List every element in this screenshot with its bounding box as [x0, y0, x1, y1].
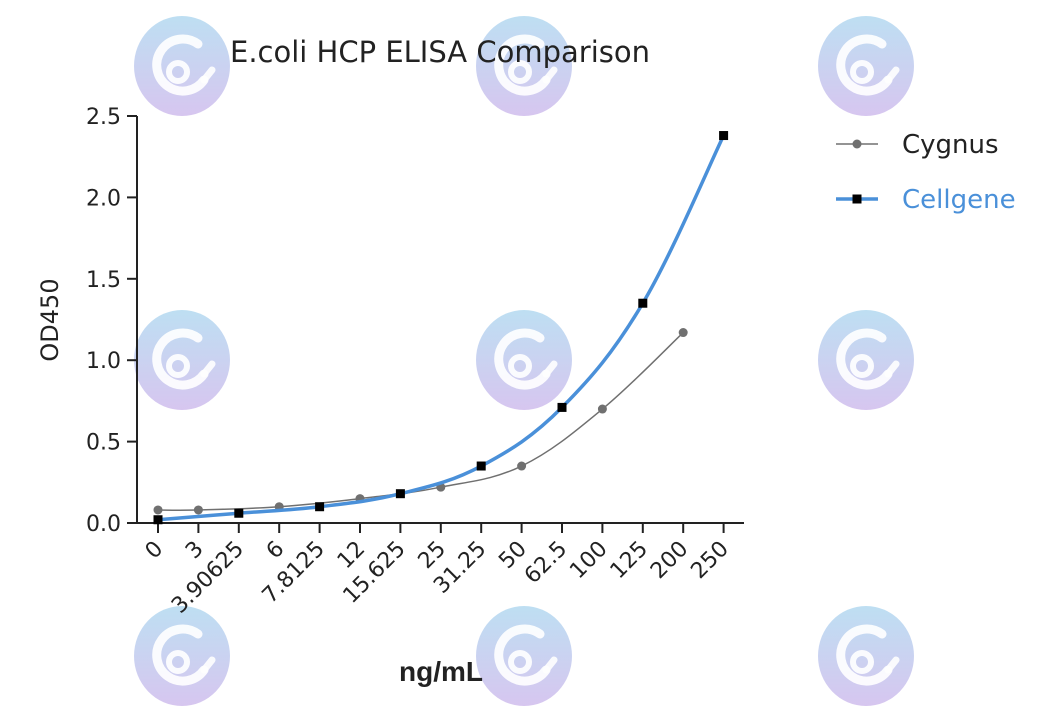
watermark-logo-icon — [134, 310, 230, 410]
x-tick-label: 3.90625 — [167, 537, 249, 619]
watermark-logo-icon — [134, 16, 230, 116]
series-layer — [153, 131, 729, 525]
watermark-logo-icon — [818, 606, 914, 706]
series-cellgene — [153, 131, 729, 525]
data-point-cygnus — [153, 505, 163, 515]
data-point-cygnus — [597, 404, 607, 414]
x-tick: 7.8125 — [258, 523, 330, 609]
x-tick: 200 — [646, 523, 693, 584]
y-ticks: 0.0 0.5 1.0 1.5 2.0 2.5 — [86, 105, 137, 537]
x-tick-label: 0 — [141, 537, 169, 565]
chart-title: E.coli HCP ELISA Comparison — [230, 35, 650, 69]
data-point-cellgene — [476, 461, 486, 471]
x-tick-label: 62.5 — [520, 537, 572, 589]
x-tick: 3.90625 — [167, 523, 249, 619]
x-tick-label: 3 — [181, 537, 209, 565]
legend-item-cellgene: Cellgene — [836, 185, 1016, 215]
legend: Cygnus Cellgene — [836, 130, 1016, 215]
data-point-cygnus — [193, 505, 203, 515]
data-point-cellgene — [234, 508, 244, 518]
x-tick: 0 — [141, 523, 169, 565]
data-point-cellgene — [395, 489, 405, 499]
x-tick-label: 100 — [565, 537, 612, 584]
y-tick: 1.0 — [86, 349, 137, 374]
x-tick-label: 250 — [686, 537, 733, 584]
watermark-logo-icon — [818, 16, 914, 116]
x-tick: 125 — [606, 523, 653, 584]
y-tick: 0.0 — [86, 512, 137, 537]
y-tick-label: 1.5 — [86, 268, 121, 293]
series-line-cellgene — [157, 134, 726, 522]
legend-marker-circle — [852, 139, 862, 149]
x-tick-label: 200 — [646, 537, 693, 584]
y-tick-label: 2.5 — [86, 105, 121, 130]
y-tick: 2.0 — [86, 186, 137, 211]
legend-marker-square — [852, 194, 862, 204]
data-point-cellgene — [719, 131, 729, 141]
watermark-logo-icon — [476, 606, 572, 706]
data-point-cellgene — [557, 402, 567, 412]
x-tick-label: 6 — [262, 537, 290, 565]
x-tick-label: 125 — [606, 537, 653, 584]
data-point-cellgene — [638, 298, 648, 308]
legend-label: Cygnus — [902, 130, 999, 160]
data-point-cellgene — [315, 502, 325, 512]
y-tick-label: 0.0 — [86, 512, 121, 537]
y-tick-label: 0.5 — [86, 431, 121, 456]
x-tick: 6 — [262, 523, 290, 565]
y-tick-label: 2.0 — [86, 186, 121, 211]
watermark-layer — [134, 16, 914, 706]
y-axis-label: OD450 — [36, 278, 64, 361]
data-point-cellgene — [153, 515, 163, 525]
x-tick: 3 — [181, 523, 209, 564]
y-tick-label: 1.0 — [86, 349, 121, 374]
watermark-logo-icon — [476, 310, 572, 410]
data-point-cygnus — [517, 461, 527, 471]
x-axis-label: ng/mL — [399, 656, 483, 687]
y-tick: 1.5 — [86, 268, 137, 293]
x-tick: 250 — [686, 523, 734, 584]
y-tick: 2.5 — [86, 105, 137, 130]
data-point-cygnus — [678, 328, 688, 338]
y-tick: 0.5 — [86, 431, 137, 456]
legend-item-cygnus: Cygnus — [836, 130, 999, 160]
watermark-logo-icon — [818, 310, 914, 410]
legend-label: Cellgene — [902, 185, 1016, 215]
watermark-logo-icon — [134, 606, 230, 706]
x-tick: 100 — [565, 523, 613, 584]
